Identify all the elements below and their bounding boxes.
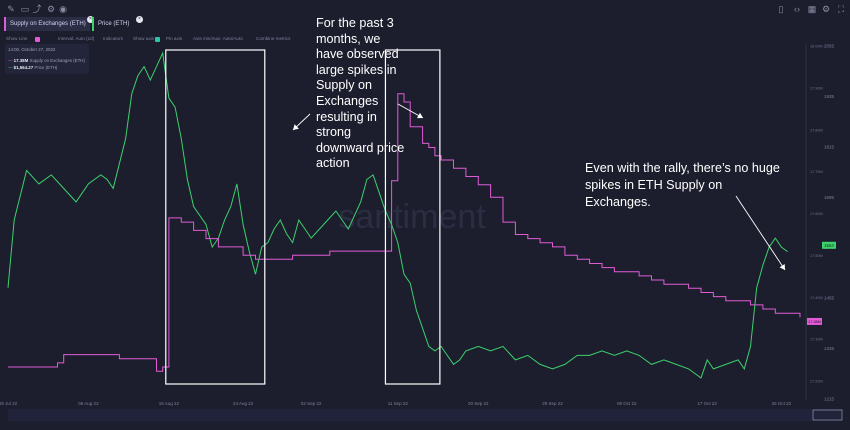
supply-last-label: 17.38M xyxy=(808,320,821,324)
pin-axis-option[interactable]: Pin axis xyxy=(166,36,183,41)
show-line-option[interactable]: Show Line xyxy=(6,36,28,41)
left-inner-tick-label: 17.40M xyxy=(810,296,823,300)
price-series-line xyxy=(7,51,788,379)
tab-price[interactable]: Price (ETH) xyxy=(92,17,133,31)
price-last-label: 1564 xyxy=(824,243,834,248)
camera-icon[interactable]: ◉ xyxy=(59,4,67,14)
tooltip-price-label: Price (ETH) xyxy=(34,65,58,70)
right-tick-label: 1815 xyxy=(824,144,835,149)
highlight-box xyxy=(165,49,266,385)
annotation-arrow-left-head xyxy=(293,124,299,130)
right-tick-label: 1215 xyxy=(824,397,835,402)
annotation-right: Even with the rally, there’s no huge spi… xyxy=(585,161,780,209)
right-tick-label: 1695 xyxy=(824,195,835,200)
x-tick-label: 02 Sep 22 xyxy=(301,401,322,406)
layout-icon[interactable]: ▦ xyxy=(807,4,817,14)
right-tick-label: 1935 xyxy=(824,94,835,99)
navigator-strip xyxy=(8,409,842,421)
gear-icon[interactable]: ⚙ xyxy=(821,4,831,14)
left-inner-tick-label: 17.20M xyxy=(810,380,823,384)
supply-last-badge xyxy=(807,317,822,325)
x-tick-label: 15 Aug 22 xyxy=(159,401,180,406)
tab-label: Supply on Exchanges (ETH) xyxy=(10,21,86,27)
pencil-icon[interactable]: ✎ xyxy=(7,4,15,14)
tooltip-date: 14:00, October 27, 2022 xyxy=(8,47,56,52)
tooltip-supply: — 17.38M Supply on Exchanges (ETH) xyxy=(8,58,85,63)
tab-supply-on-exchanges[interactable]: Supply on Exchanges (ETH) xyxy=(4,17,90,31)
tooltip-supply-value: 17.38M xyxy=(13,58,29,63)
rectangle-icon[interactable]: ▭ xyxy=(20,4,30,14)
tooltip-legend: 14:00, October 27, 2022 — 17.38M Supply … xyxy=(5,44,89,74)
fullscreen-icon[interactable]: ⛶ xyxy=(837,4,845,14)
tooltip-price: — $1,564.27 Price (ETH) xyxy=(8,65,58,70)
x-tick-label: 08 Oct 22 xyxy=(617,401,637,406)
annotation-left: For the past 3 months, we have observed … xyxy=(316,16,405,171)
color-swatch[interactable] xyxy=(35,36,40,42)
left-inner-tick-label: 17.70M xyxy=(810,170,823,174)
left-inner-tick-label: 17.90M xyxy=(810,86,823,90)
interval-option[interactable]: Interval: Auto (1d) xyxy=(58,36,95,41)
tab-label: Price (ETH) xyxy=(98,21,130,27)
supply-series-line xyxy=(8,93,801,372)
combine-metrics-option[interactable]: Combine metrics xyxy=(256,36,291,41)
chart-options-bar: Show Line Interval: Auto (1d) Indicators… xyxy=(0,35,850,43)
sidebar-icon[interactable]: ▯ xyxy=(778,4,784,14)
price-last-badge xyxy=(822,241,836,249)
axis-minmax-option[interactable]: Axis min/max: Auto/Auto xyxy=(193,36,243,41)
left-inner-tick-label: 17.50M xyxy=(810,254,823,258)
right-tick-label: 1455 xyxy=(824,296,835,301)
annotation-arrow-center-head xyxy=(417,112,423,119)
x-tick-label: 06 Aug 22 xyxy=(78,401,99,406)
code-icon[interactable]: ‹› xyxy=(794,4,800,14)
x-tick-label: 28 Jul 22 xyxy=(0,401,18,406)
close-icon[interactable]: × xyxy=(87,16,94,23)
right-tick-label: 2055 xyxy=(824,44,835,49)
x-tick-label: 29 Sep 22 xyxy=(542,401,563,406)
left-inner-tick-label: 18.00M xyxy=(810,45,823,49)
x-tick-label: 26 Oct 22 xyxy=(772,401,792,406)
indicators-option[interactable]: Indicators xyxy=(103,36,123,41)
left-inner-tick-label: 17.60M xyxy=(810,212,823,216)
navigator-handle xyxy=(812,409,843,421)
x-tick-label: 20 Sep 22 xyxy=(468,401,489,406)
share-icon[interactable]: ⤴ xyxy=(32,4,42,14)
x-tick-label: 17 Oct 22 xyxy=(697,401,717,406)
annotation-arrow-right-head xyxy=(779,264,785,270)
settings-icon[interactable]: ⚙ xyxy=(46,4,56,14)
x-tick-label: 24 Aug 22 xyxy=(233,401,254,406)
tooltip-price-value: $1,564.27 xyxy=(13,65,34,70)
right-tick-label: 1335 xyxy=(824,346,835,351)
tooltip-supply-label: Supply on Exchanges (ETH) xyxy=(29,58,85,63)
watermark: santiment xyxy=(338,198,486,236)
top-toolbar: ✎ ▭ ⤴ ⚙ ◉ ▯ ‹› ▦ ⚙ ⛶ xyxy=(0,0,850,18)
highlight-box xyxy=(384,49,441,385)
left-inner-tick-label: 17.30M xyxy=(810,338,823,342)
close-icon[interactable]: × xyxy=(136,16,143,23)
x-tick-label: 11 Sep 22 xyxy=(388,401,409,406)
show-axis-checkbox[interactable] xyxy=(155,36,160,42)
annotation-arrow-right xyxy=(735,195,786,271)
show-axis-option[interactable]: Show axis xyxy=(133,36,154,41)
left-inner-tick-label: 17.80M xyxy=(810,128,823,132)
